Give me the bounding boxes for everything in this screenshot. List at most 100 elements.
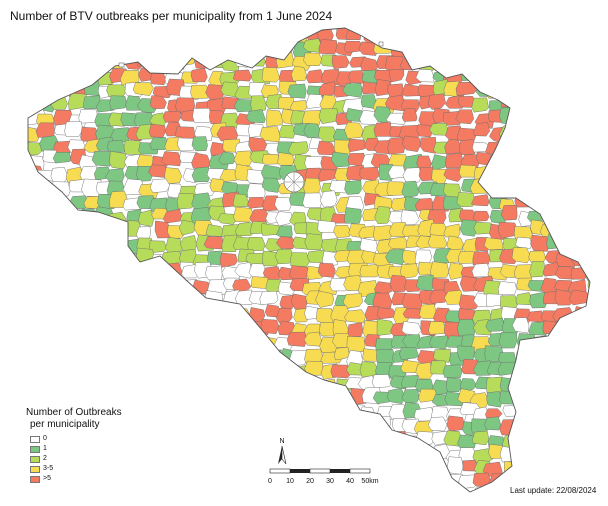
municipality <box>570 408 589 422</box>
municipality <box>289 265 309 280</box>
municipality <box>259 290 279 306</box>
municipality <box>583 154 590 170</box>
municipality <box>331 490 348 492</box>
legend-subheading: per municipality <box>30 419 100 430</box>
municipality <box>392 28 408 29</box>
municipality <box>583 182 590 198</box>
municipality <box>250 406 269 422</box>
municipality <box>192 108 213 123</box>
municipality <box>210 308 227 321</box>
municipality <box>39 11 57 24</box>
municipality <box>177 293 197 310</box>
municipality <box>527 459 548 474</box>
municipality <box>166 375 183 392</box>
municipality <box>544 51 563 67</box>
municipality <box>37 239 58 252</box>
municipality <box>318 39 338 55</box>
municipality <box>175 389 196 405</box>
municipality <box>52 277 74 292</box>
municipality <box>37 349 57 365</box>
municipality <box>163 318 183 333</box>
municipality <box>179 235 197 252</box>
municipality <box>135 278 157 296</box>
municipality <box>552 307 574 323</box>
municipality <box>583 140 590 156</box>
municipality <box>247 236 266 252</box>
municipality <box>473 121 490 137</box>
municipality <box>51 83 71 97</box>
municipality <box>166 28 187 29</box>
municipality <box>290 445 309 461</box>
municipality <box>28 42 31 56</box>
municipality <box>28 489 31 492</box>
municipality <box>275 211 293 227</box>
municipality <box>97 42 115 57</box>
municipality <box>502 40 523 54</box>
municipality <box>513 416 531 433</box>
municipality <box>168 463 185 477</box>
municipality <box>555 320 574 335</box>
municipality <box>28 374 30 389</box>
municipality <box>231 475 251 488</box>
legend-item-0: 0 <box>30 434 122 444</box>
municipality <box>499 9 518 26</box>
municipality <box>290 100 308 112</box>
municipality <box>51 337 69 352</box>
municipality <box>121 266 138 283</box>
municipality <box>191 418 210 433</box>
municipality <box>511 247 532 264</box>
municipality <box>78 237 96 254</box>
municipality <box>52 152 72 164</box>
municipality <box>246 378 265 396</box>
municipality <box>78 293 101 308</box>
municipality <box>50 392 67 405</box>
municipality <box>136 50 154 67</box>
municipality <box>223 487 241 492</box>
municipality <box>152 264 172 279</box>
municipality <box>545 95 564 108</box>
municipality <box>529 447 549 465</box>
municipality <box>208 41 226 58</box>
municipality <box>162 417 181 436</box>
municipality <box>260 318 280 335</box>
municipality <box>554 28 572 38</box>
municipality <box>176 360 196 377</box>
municipality <box>372 462 392 478</box>
municipality <box>121 349 140 363</box>
legend-label-gt5: >5 <box>43 475 51 482</box>
municipality <box>316 28 334 42</box>
enclave <box>378 41 384 47</box>
municipality <box>277 490 298 492</box>
municipality <box>558 124 577 137</box>
municipality <box>290 293 308 310</box>
municipality <box>557 156 576 170</box>
municipality <box>139 263 157 279</box>
municipality <box>246 435 267 451</box>
municipality <box>176 192 195 210</box>
municipality <box>69 53 88 68</box>
municipality <box>529 168 546 180</box>
municipality <box>530 153 550 167</box>
municipality <box>419 137 437 154</box>
municipality <box>388 446 406 458</box>
municipality <box>486 43 506 58</box>
municipality <box>136 226 152 239</box>
municipality <box>304 233 324 251</box>
municipality <box>195 349 215 365</box>
municipality <box>374 206 392 225</box>
municipality <box>277 28 298 40</box>
municipality <box>9 334 28 349</box>
municipality <box>527 42 547 58</box>
municipality <box>206 406 227 422</box>
municipality <box>472 251 491 266</box>
municipality <box>206 28 225 41</box>
municipality <box>233 206 254 223</box>
municipality <box>64 223 87 240</box>
municipality <box>151 278 172 293</box>
municipality <box>290 28 308 44</box>
municipality <box>152 473 172 488</box>
municipality <box>28 125 30 139</box>
municipality <box>332 393 353 408</box>
municipality <box>580 114 590 126</box>
municipality <box>303 123 321 139</box>
